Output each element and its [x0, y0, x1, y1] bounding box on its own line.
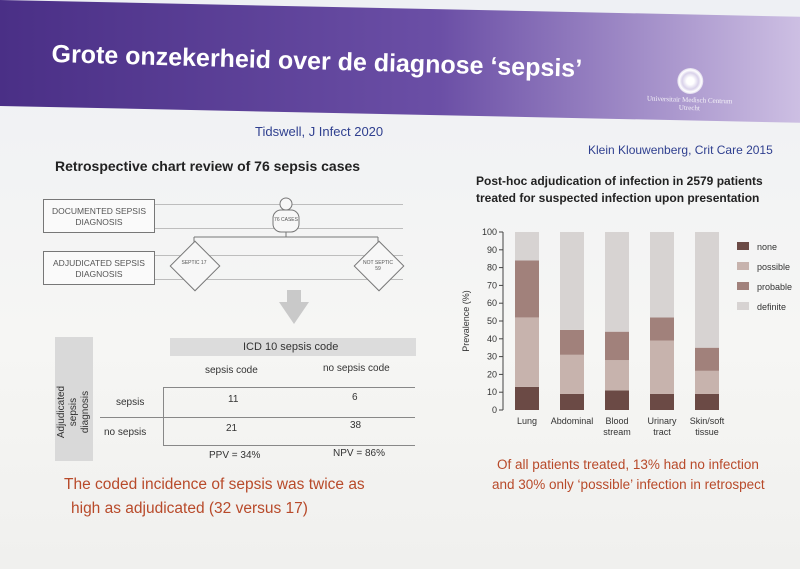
- bar-abdominal-none: [560, 393, 584, 410]
- not-septic-label: NOT SEPTIC 59: [363, 260, 393, 272]
- cell-sepsis-code-sepsis: 11: [228, 394, 239, 405]
- bar-abdominal-probable: [560, 329, 584, 355]
- right-citation: Klein Klouwenberg, Crit Care 2015: [588, 143, 773, 157]
- flow-line-top: [155, 204, 403, 205]
- legend-swatch-possible: [737, 262, 749, 270]
- icd-header-bar: [170, 338, 416, 356]
- bar-urinary-tract-none: [650, 393, 674, 410]
- legend-label-possible: possible: [757, 262, 790, 272]
- legend-swatch-none: [737, 242, 749, 250]
- bar-skin-soft-tissue-none: [695, 393, 719, 410]
- y-tick-label-20: 20: [487, 369, 497, 379]
- legend-label-none: none: [757, 242, 777, 252]
- y-tick-label-80: 80: [487, 263, 497, 273]
- y-axis-title: Prevalence (%): [461, 290, 471, 352]
- table-top-line: [163, 387, 415, 388]
- left-heading: Retrospective chart review of 76 sepsis …: [55, 158, 361, 174]
- right-conclusion-line-1: Of all patients treated, 13% had no infe…: [497, 457, 759, 472]
- y-tick-label-50: 50: [487, 316, 497, 326]
- y-tick-label-60: 60: [487, 298, 497, 308]
- bar-abdominal-definite: [560, 232, 584, 330]
- table-mid-line: [100, 417, 415, 418]
- documented-diagnosis-label: DOCUMENTED SEPSIS DIAGNOSIS: [52, 206, 146, 227]
- row-axis-bar: [55, 337, 93, 461]
- legend-swatch-probable: [737, 282, 749, 290]
- adjudicated-diagnosis-box: ADJUDICATED SEPSIS DIAGNOSIS: [43, 251, 155, 285]
- down-arrow-icon: [279, 302, 309, 324]
- bar-urinary-tract-probable: [650, 317, 674, 341]
- bar-skin-soft-tissue-probable: [695, 347, 719, 371]
- row-axis-label: Adjudicated sepsis diagnosis: [56, 385, 91, 439]
- flow-line-bottom: [155, 279, 403, 280]
- cell-no-code-no-sepsis: 38: [350, 420, 362, 431]
- x-tick-label-3-1: tract: [653, 427, 671, 437]
- left-conclusion-line-2: high as adjudicated (32 versus 17): [71, 500, 308, 517]
- bar-lung-probable: [515, 260, 539, 318]
- bar-blood-stream-none: [605, 390, 629, 410]
- legend-label-definite: definite: [757, 302, 786, 312]
- ppv-label: PPV = 34%: [209, 450, 261, 461]
- legend-label-probable: probable: [757, 282, 792, 292]
- bar-abdominal-possible: [560, 354, 584, 394]
- prevalence-chart: 0 10 20 30 40 50 60 70 80 90 100 Prevalence (%) Lung…: [461, 227, 792, 437]
- cases-label: 76 CASES: [274, 217, 298, 223]
- right-heading-line-1: Post-hoc adjudication of infection in 25…: [476, 174, 763, 188]
- person-head-icon: [279, 197, 293, 211]
- bar-blood-stream-possible: [605, 360, 629, 391]
- col-header-no-sepsis-code: no sepsis code: [323, 363, 390, 374]
- right-conclusion-line-2: and 30% only ‘possible’ infection in ret…: [492, 477, 765, 492]
- left-conclusion-line-1: The coded incidence of sepsis was twice …: [64, 476, 365, 493]
- table-left-line: [163, 387, 164, 445]
- umc-utrecht-logo: Universitair Medisch Centrum Utrecht: [639, 66, 740, 113]
- bar-lung-definite: [515, 232, 539, 261]
- x-tick-label-3-0: Urinary: [647, 416, 677, 426]
- down-arrow-shaft: [287, 290, 301, 302]
- x-tick-label-4-1: tissue: [695, 427, 719, 437]
- x-tick-label-2-0: Blood: [605, 416, 628, 426]
- y-tick-label-30: 30: [487, 352, 497, 362]
- y-tick-label-100: 100: [482, 227, 497, 237]
- y-tick-label-90: 90: [487, 245, 497, 255]
- cell-sepsis-code-no-sepsis: 21: [226, 423, 238, 434]
- bar-skin-soft-tissue-definite: [695, 232, 719, 348]
- flow-line-lower: [155, 255, 403, 256]
- septic-label: SEPTIC 17: [181, 260, 207, 266]
- bar-urinary-tract-definite: [650, 232, 674, 318]
- row-label-no-sepsis: no sepsis: [104, 427, 147, 438]
- adjudicated-diagnosis-label: ADJUDICATED SEPSIS DIAGNOSIS: [53, 258, 145, 279]
- row-label-sepsis: sepsis: [116, 397, 145, 408]
- x-tick-label-4-0: Skin/soft: [690, 416, 725, 426]
- npv-label: NPV = 86%: [333, 448, 385, 459]
- y-tick-label-0: 0: [492, 405, 497, 415]
- bar-blood-stream-probable: [605, 331, 629, 361]
- icd-title: ICD 10 sepsis code: [243, 341, 339, 353]
- x-tick-label-0-0: Lung: [517, 416, 537, 426]
- bar-urinary-tract-possible: [650, 340, 674, 394]
- right-heading-line-2: treated for suspected infection upon pre…: [476, 191, 760, 205]
- table-bottom-line: [163, 445, 415, 446]
- documented-diagnosis-box: DOCUMENTED SEPSIS DIAGNOSIS: [43, 199, 155, 233]
- logo-emblem-icon: [676, 67, 704, 95]
- y-tick-label-70: 70: [487, 280, 497, 290]
- y-tick-label-40: 40: [487, 334, 497, 344]
- x-tick-label-1-0: Abdominal: [551, 416, 594, 426]
- left-citation: Tidswell, J Infect 2020: [255, 124, 384, 139]
- bar-blood-stream-definite: [605, 232, 629, 332]
- bar-lung-possible: [515, 317, 539, 387]
- y-tick-label-10: 10: [487, 387, 497, 397]
- bar-skin-soft-tissue-possible: [695, 370, 719, 394]
- col-header-sepsis-code: sepsis code: [205, 365, 258, 376]
- legend-swatch-definite: [737, 302, 749, 310]
- cell-no-code-sepsis: 6: [352, 392, 358, 403]
- x-tick-label-2-1: stream: [603, 427, 631, 437]
- bar-lung-none: [515, 386, 539, 410]
